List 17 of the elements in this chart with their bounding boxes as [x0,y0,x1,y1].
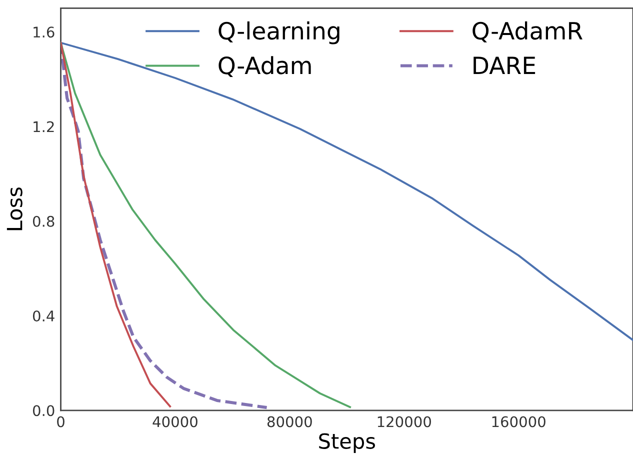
x-tick-label: 80000 [267,416,312,428]
legend-label: Q-Adam [218,56,311,78]
legend-label: Q-AdamR [472,21,582,42]
legend-label: Q-learning [218,21,340,44]
y-tick-label: 1.2 [34,121,54,132]
x-tick-label: 0 [57,416,64,428]
x-tick-label: 160000 [492,416,546,428]
x-tick-label: 40000 [152,416,198,428]
y-tick-label: 0.0 [32,405,54,416]
y-tick-label: 1.6 [34,26,54,38]
x-tick-label: 120000 [378,416,431,428]
y-axis-title: Loss [6,187,22,230]
y-tick-label: 0.4 [32,310,54,322]
y-tick-label: 0.8 [32,216,54,227]
legend-label: DARE [474,56,536,74]
x-axis-title: Steps [319,433,376,454]
line-series [60,42,172,408]
